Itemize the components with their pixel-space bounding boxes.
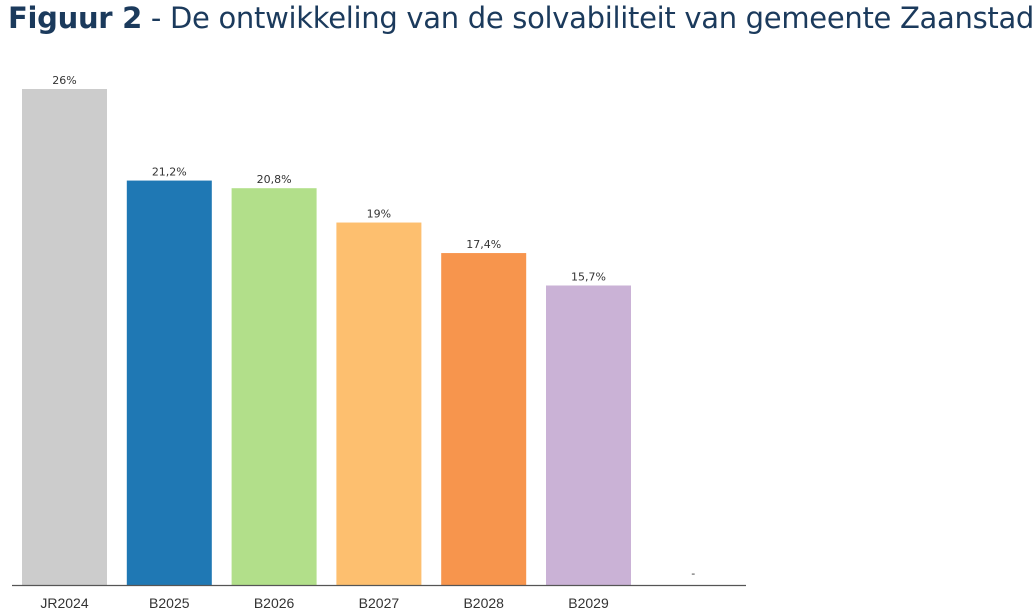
data-label: - (691, 567, 695, 580)
data-label: 20,8% (257, 173, 292, 186)
figure-label: Figuur 2 (8, 1, 142, 35)
data-label: 26% (52, 74, 76, 87)
figure-caption: De ontwikkeling van de solvabiliteit van… (170, 1, 1035, 35)
bar-B2027 (336, 222, 422, 586)
data-label: 17,4% (466, 238, 501, 251)
x-tick-label: B2028 (463, 595, 504, 611)
figure-separator: - (141, 1, 170, 35)
x-tick-label: JR2024 (40, 595, 88, 611)
bar-B2026 (231, 188, 317, 585)
bar-JR2024 (22, 89, 107, 585)
bar-B2029 (546, 285, 631, 585)
figure-title: Figuur 2 - De ontwikkeling van de solvab… (8, 0, 1034, 36)
data-label: 19% (367, 208, 391, 221)
bar-B2025 (126, 180, 212, 586)
x-tick-label: B2027 (359, 595, 400, 611)
data-label: 21,2% (152, 166, 187, 179)
data-label: 15,7% (571, 270, 606, 283)
x-tick-label: B2029 (568, 595, 609, 611)
x-tick-label: B2026 (254, 595, 295, 611)
x-tick-label: B2025 (149, 595, 190, 611)
bar-B2028 (441, 253, 527, 586)
